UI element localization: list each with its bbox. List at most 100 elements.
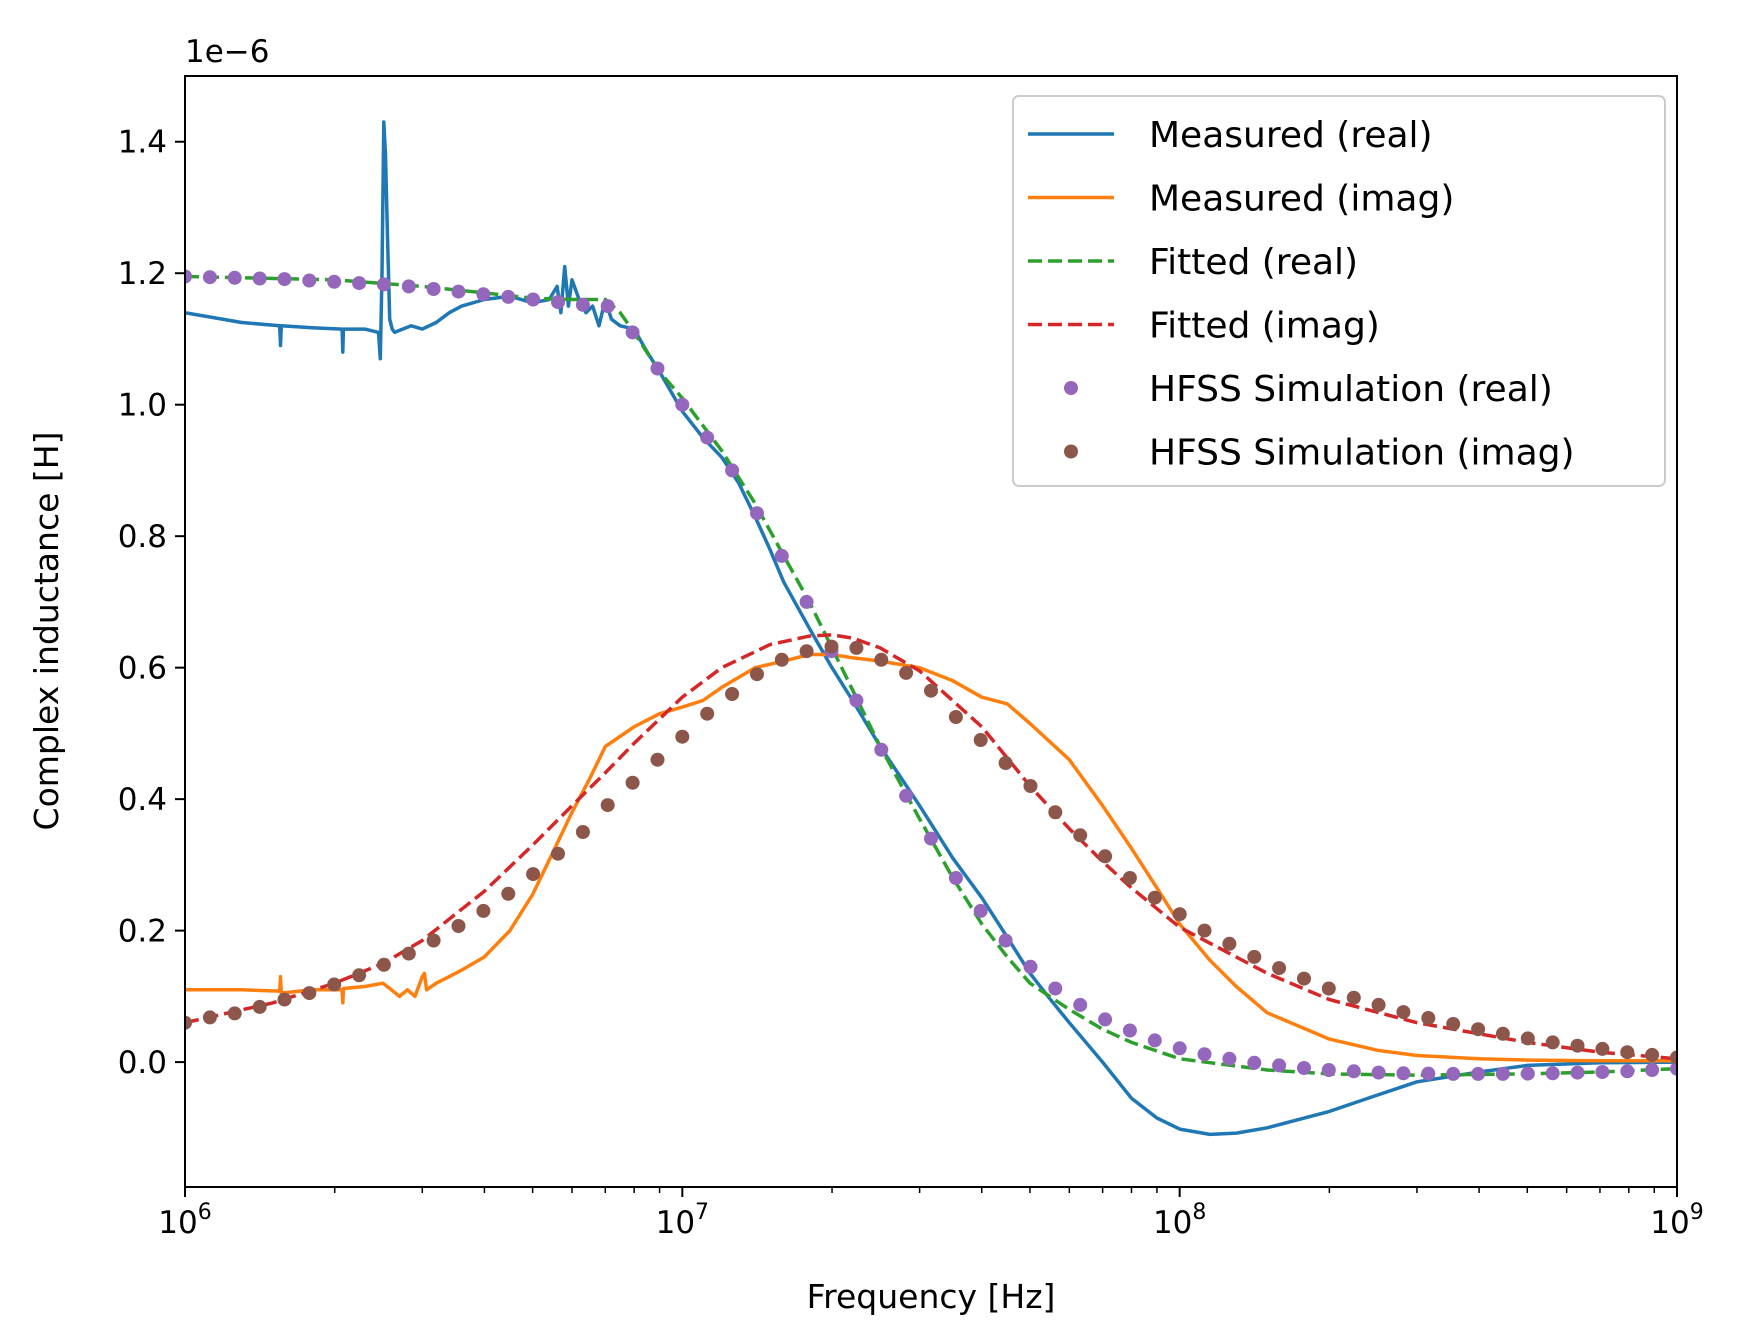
y-tick-label-1: 0.2 bbox=[118, 914, 167, 950]
point-hfss-simulation-real-44 bbox=[1272, 1058, 1287, 1073]
point-hfss-simulation-real-59 bbox=[1645, 1063, 1660, 1077]
x-axis-label: Frequency [Hz] bbox=[807, 1277, 1056, 1316]
point-hfss-simulation-imag-2 bbox=[227, 1006, 242, 1021]
point-hfss-simulation-real-10 bbox=[426, 282, 441, 296]
point-hfss-simulation-imag-57 bbox=[1595, 1041, 1610, 1056]
point-hfss-simulation-real-37 bbox=[1098, 1012, 1113, 1027]
y-axis-label: Complex inductance [H] bbox=[27, 432, 66, 831]
point-hfss-simulation-real-28 bbox=[874, 742, 889, 757]
point-hfss-simulation-imag-25 bbox=[799, 644, 814, 659]
point-hfss-simulation-imag-17 bbox=[600, 798, 615, 813]
point-hfss-simulation-real-33 bbox=[998, 933, 1013, 948]
point-hfss-simulation-imag-35 bbox=[1048, 805, 1063, 820]
point-hfss-simulation-imag-45 bbox=[1297, 971, 1311, 986]
point-hfss-simulation-imag-59 bbox=[1645, 1047, 1660, 1062]
point-hfss-simulation-real-5 bbox=[302, 273, 317, 288]
point-hfss-simulation-imag-31 bbox=[948, 710, 963, 724]
point-hfss-simulation-real-2 bbox=[227, 270, 242, 285]
point-hfss-simulation-imag-48 bbox=[1371, 997, 1386, 1012]
point-hfss-simulation-real-54 bbox=[1520, 1066, 1535, 1081]
point-hfss-simulation-real-29 bbox=[899, 788, 914, 803]
legend-label-fitted-imag: Fitted (imag) bbox=[1149, 306, 1380, 347]
point-hfss-simulation-real-13 bbox=[501, 289, 516, 304]
point-hfss-simulation-imag-42 bbox=[1222, 936, 1237, 951]
point-hfss-simulation-real-18 bbox=[625, 325, 640, 340]
point-hfss-simulation-imag-9 bbox=[401, 946, 416, 961]
point-hfss-simulation-real-35 bbox=[1048, 981, 1063, 996]
point-hfss-simulation-real-0 bbox=[185, 269, 192, 284]
point-hfss-simulation-imag-29 bbox=[899, 665, 914, 680]
point-hfss-simulation-real-32 bbox=[973, 903, 988, 918]
point-hfss-simulation-imag-20 bbox=[675, 729, 690, 744]
point-hfss-simulation-real-40 bbox=[1172, 1041, 1187, 1056]
point-hfss-simulation-real-56 bbox=[1570, 1065, 1585, 1080]
y-axis: 0.0 0.2 0.4 0.6 0.8 1.0 1.2 1.4 bbox=[118, 125, 185, 1081]
point-hfss-simulation-real-27 bbox=[849, 693, 864, 708]
point-hfss-simulation-real-46 bbox=[1321, 1063, 1336, 1077]
point-hfss-simulation-real-51 bbox=[1446, 1066, 1461, 1081]
point-hfss-simulation-imag-34 bbox=[1023, 779, 1038, 793]
point-hfss-simulation-imag-21 bbox=[700, 706, 715, 721]
point-hfss-simulation-imag-15 bbox=[551, 846, 565, 861]
point-hfss-simulation-real-24 bbox=[774, 548, 789, 563]
point-hfss-simulation-imag-46 bbox=[1321, 981, 1336, 996]
y-tick-label-4: 0.8 bbox=[118, 519, 167, 555]
point-hfss-simulation-real-23 bbox=[750, 506, 764, 521]
point-hfss-simulation-real-57 bbox=[1595, 1065, 1610, 1079]
point-hfss-simulation-imag-58 bbox=[1620, 1045, 1635, 1060]
point-hfss-simulation-imag-3 bbox=[252, 999, 267, 1014]
point-hfss-simulation-real-9 bbox=[401, 279, 416, 294]
point-hfss-simulation-imag-28 bbox=[874, 652, 889, 667]
point-hfss-simulation-real-16 bbox=[575, 297, 590, 312]
point-hfss-simulation-imag-27 bbox=[849, 640, 864, 655]
series-hfss-simulation-real bbox=[185, 269, 1677, 1081]
point-hfss-simulation-real-30 bbox=[924, 831, 938, 846]
point-hfss-simulation-imag-40 bbox=[1172, 907, 1187, 922]
point-hfss-simulation-imag-6 bbox=[327, 977, 342, 992]
point-hfss-simulation-imag-5 bbox=[302, 986, 317, 1001]
point-hfss-simulation-imag-19 bbox=[650, 752, 665, 767]
point-hfss-simulation-real-14 bbox=[526, 292, 541, 307]
point-hfss-simulation-real-42 bbox=[1222, 1051, 1237, 1066]
point-hfss-simulation-imag-24 bbox=[774, 652, 789, 667]
point-hfss-simulation-imag-10 bbox=[426, 933, 441, 948]
y-tick-label-2: 0.4 bbox=[118, 782, 167, 818]
point-hfss-simulation-real-58 bbox=[1620, 1064, 1635, 1079]
series-line-fitted-imag bbox=[185, 633, 1677, 1061]
point-hfss-simulation-real-11 bbox=[451, 284, 466, 299]
point-hfss-simulation-imag-38 bbox=[1122, 871, 1137, 885]
point-hfss-simulation-imag-52 bbox=[1471, 1022, 1486, 1037]
point-hfss-simulation-imag-1 bbox=[202, 1010, 217, 1025]
point-hfss-simulation-imag-23 bbox=[750, 667, 764, 682]
point-hfss-simulation-imag-44 bbox=[1272, 961, 1287, 976]
y-tick-label-0: 0.0 bbox=[118, 1045, 167, 1081]
point-hfss-simulation-real-20 bbox=[675, 397, 690, 412]
series-line-measured-imag bbox=[185, 652, 1677, 1063]
point-hfss-simulation-real-6 bbox=[327, 274, 342, 289]
point-hfss-simulation-real-8 bbox=[376, 277, 391, 292]
point-hfss-simulation-imag-26 bbox=[824, 639, 839, 654]
point-hfss-simulation-real-1 bbox=[202, 270, 217, 285]
legend-box bbox=[1012, 95, 1666, 487]
point-hfss-simulation-imag-39 bbox=[1147, 890, 1162, 905]
y-tick-label-5: 1.0 bbox=[118, 388, 167, 424]
point-hfss-simulation-imag-22 bbox=[725, 687, 740, 701]
point-hfss-simulation-imag-0 bbox=[185, 1015, 192, 1030]
point-hfss-simulation-imag-18 bbox=[625, 775, 640, 790]
point-hfss-simulation-imag-41 bbox=[1197, 923, 1212, 938]
y-offset-text: 1e−6 bbox=[185, 34, 270, 70]
point-hfss-simulation-imag-49 bbox=[1396, 1005, 1411, 1020]
y-tick-label-7: 1.4 bbox=[118, 125, 167, 161]
legend-label-hfss-simulation-real: HFSS Simulation (real) bbox=[1149, 369, 1553, 410]
point-hfss-simulation-imag-8 bbox=[376, 957, 391, 972]
point-hfss-simulation-real-19 bbox=[650, 361, 665, 376]
point-hfss-simulation-real-25 bbox=[799, 594, 814, 609]
x-axis: 106 107 108 109 bbox=[158, 1187, 1704, 1241]
point-hfss-simulation-imag-36 bbox=[1073, 828, 1088, 843]
point-hfss-simulation-imag-53 bbox=[1495, 1026, 1510, 1041]
x-tick-label-0: 106 bbox=[158, 1200, 211, 1241]
point-hfss-simulation-real-17 bbox=[600, 299, 615, 314]
series-layer bbox=[185, 120, 1677, 1137]
point-hfss-simulation-real-38 bbox=[1122, 1023, 1137, 1038]
